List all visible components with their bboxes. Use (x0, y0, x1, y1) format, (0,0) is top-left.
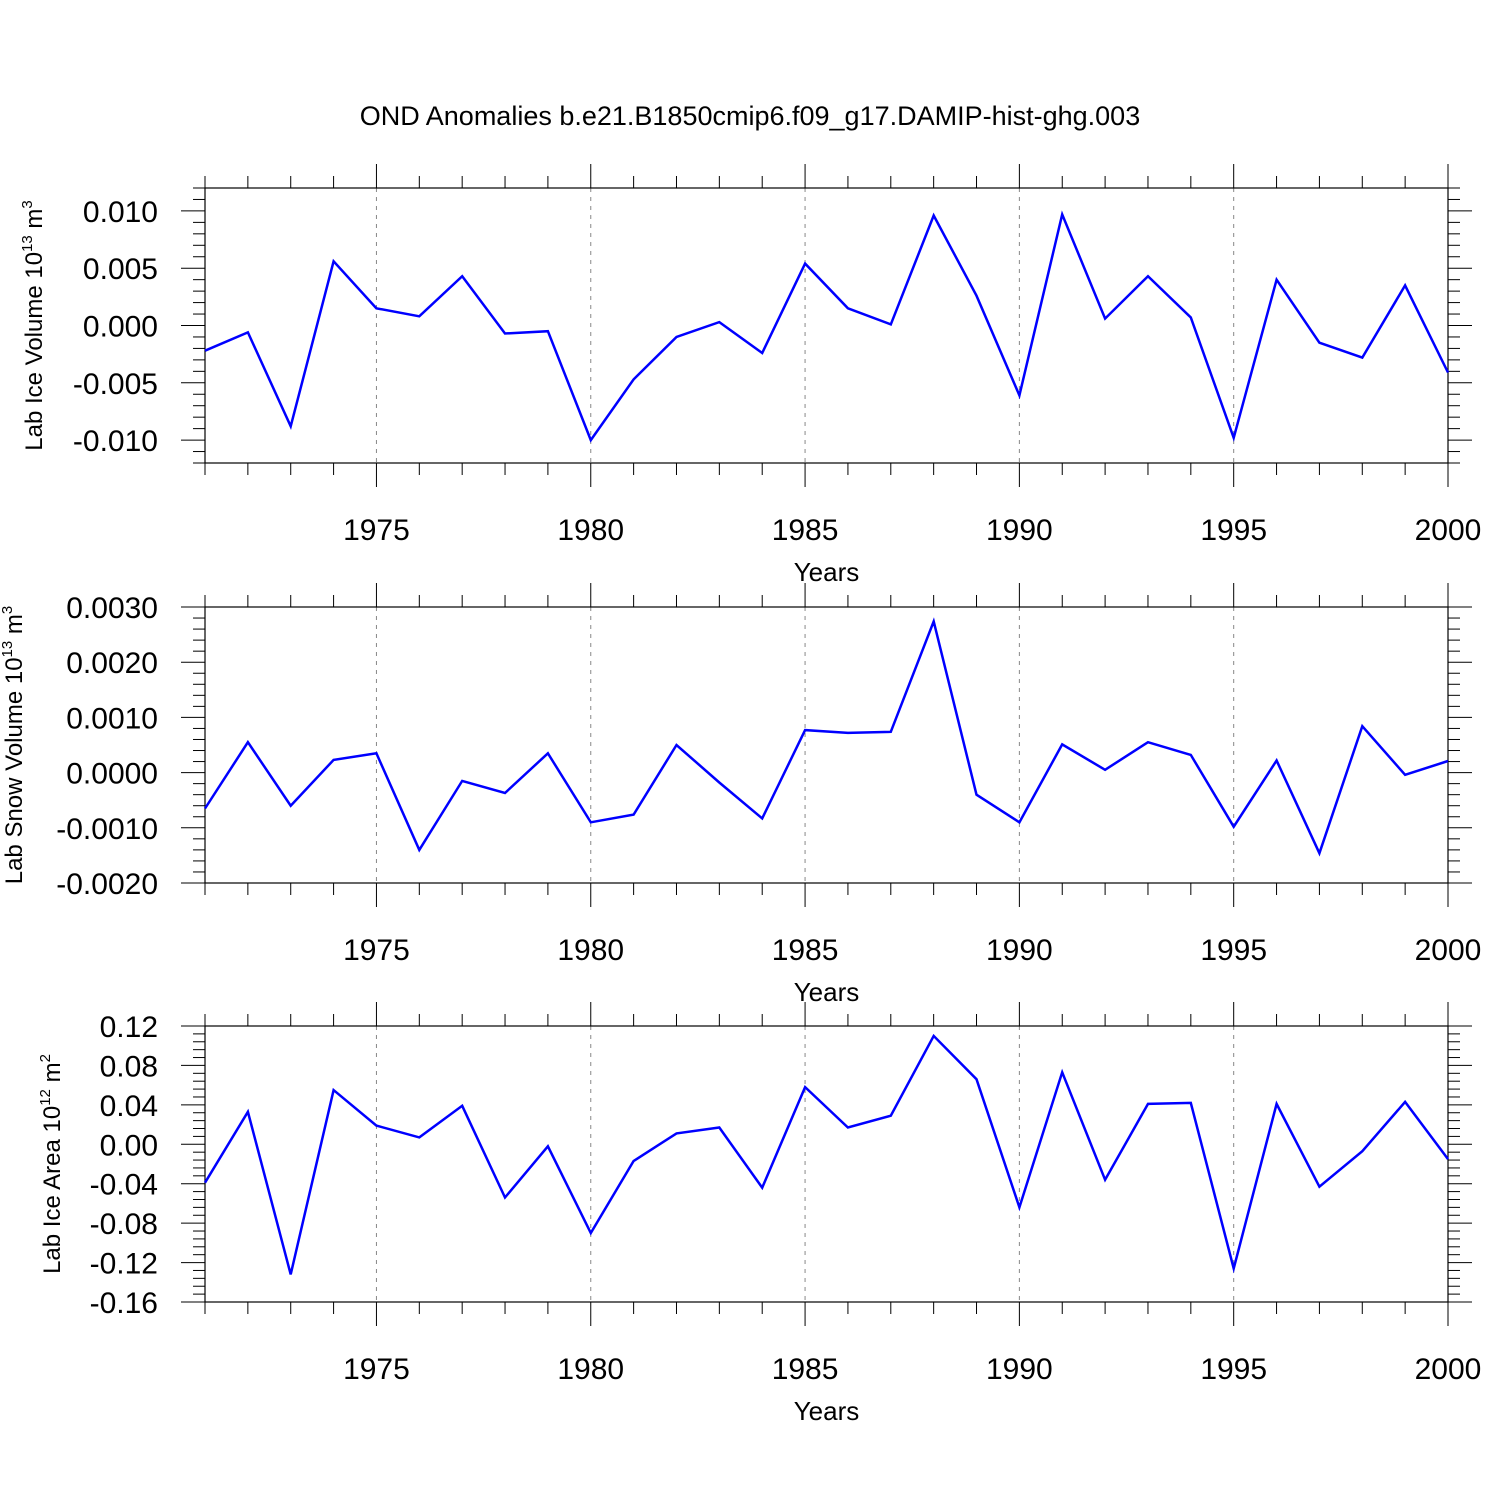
x-tick-label: 1985 (772, 934, 839, 967)
y-tick-label: -0.08 (90, 1208, 158, 1241)
y-tick-label: 0.005 (83, 253, 158, 286)
series-line (203, 1033, 1449, 1275)
y-tick-label: 0.0030 (66, 592, 158, 625)
y-tick-label: 0.010 (83, 196, 158, 229)
x-tick-label: 1980 (557, 934, 624, 967)
y-tick-label: -0.16 (90, 1287, 158, 1320)
x-tick-label: 1985 (772, 1353, 839, 1386)
y-tick-label: -0.12 (90, 1248, 158, 1281)
y-axis-label-unit: m (21, 209, 48, 236)
y-axis-label-main: Lab Ice Volume 10 (21, 252, 48, 451)
x-tick-label: 1975 (343, 1353, 410, 1386)
y-axis-label-exponent: 13 (0, 641, 16, 658)
x-tick-label: 1995 (1200, 1353, 1267, 1386)
y-axis-label-unit-exponent: 3 (0, 606, 16, 614)
plot-frame (204, 606, 1449, 884)
y-tick-label: -0.0010 (56, 813, 158, 846)
y-axis-label-unit: m (39, 1062, 66, 1089)
y-axis-label: Lab Ice Area 1012 m2 (37, 1054, 66, 1274)
x-tick-label: 1980 (557, 514, 624, 547)
x-tick-label: 1990 (986, 934, 1053, 967)
y-tick-label: 0.0020 (66, 647, 158, 680)
plot-frame (204, 187, 1449, 464)
x-tick-label: 1990 (986, 1353, 1053, 1386)
y-tick-label: 0.0000 (66, 758, 158, 791)
x-tick-label: 1975 (343, 514, 410, 547)
x-axis-label: Years (794, 557, 860, 587)
y-tick-label: 0.00 (100, 1129, 158, 1162)
y-tick-label: -0.0020 (56, 868, 158, 901)
y-tick-label: -0.005 (73, 368, 158, 401)
x-tick-label: 1980 (557, 1353, 624, 1386)
x-tick-label: 2000 (1415, 1353, 1482, 1386)
x-axis-label: Years (794, 1396, 860, 1426)
y-axis-label-exponent: 12 (37, 1089, 54, 1106)
y-axis-label-unit-exponent: 3 (19, 200, 36, 208)
x-axis-label: Years (794, 977, 860, 1007)
y-tick-label: -0.010 (73, 425, 158, 458)
y-tick-label: 0.08 (100, 1050, 158, 1083)
y-axis-label: Lab Ice Volume 1013 m3 (19, 200, 48, 451)
x-tick-label: 2000 (1415, 514, 1482, 547)
series-line (203, 617, 1449, 857)
x-tick-label: 1990 (986, 514, 1053, 547)
x-tick-label: 1995 (1200, 514, 1267, 547)
x-tick-label: 2000 (1415, 934, 1482, 967)
y-axis-label: Lab Snow Volume 1013 m3 (0, 606, 28, 885)
y-axis-label-main: Lab Snow Volume 10 (1, 657, 28, 884)
x-tick-label: 1985 (772, 514, 839, 547)
y-tick-label: 0.000 (83, 311, 158, 344)
panel-1: 1975 1980 1985 1990 1995 2000 Years 0.010 0.005 0… (19, 164, 1481, 587)
panel-3: 1975 1980 1985 1990 1995 2000 Years 0.12 0.08 0.0… (37, 1002, 1481, 1426)
y-axis-label-main: Lab Ice Area 10 (39, 1106, 66, 1274)
series-line (204, 210, 1450, 443)
x-tick-label: 1995 (1200, 934, 1267, 967)
y-tick-label: -0.04 (90, 1169, 158, 1202)
y-tick-label: 0.0010 (66, 702, 158, 735)
y-tick-label: 0.04 (100, 1090, 158, 1123)
y-axis-label-unit: m (1, 614, 28, 641)
y-axis-label-exponent: 13 (19, 235, 36, 252)
panels: 1975 1980 1985 1990 1995 2000 Years 0.010 0.005 0… (0, 164, 1481, 1426)
x-tick-label: 1975 (343, 934, 410, 967)
y-tick-label: 0.12 (100, 1011, 158, 1044)
chart-title: OND Anomalies b.e21.B1850cmip6.f09_g17.D… (360, 101, 1140, 131)
y-axis-label-unit-exponent: 2 (37, 1054, 54, 1062)
plot-frame (204, 1025, 1449, 1303)
panel-2: 1975 1980 1985 1990 1995 2000 Years 0.0030 0.002… (0, 583, 1481, 1007)
